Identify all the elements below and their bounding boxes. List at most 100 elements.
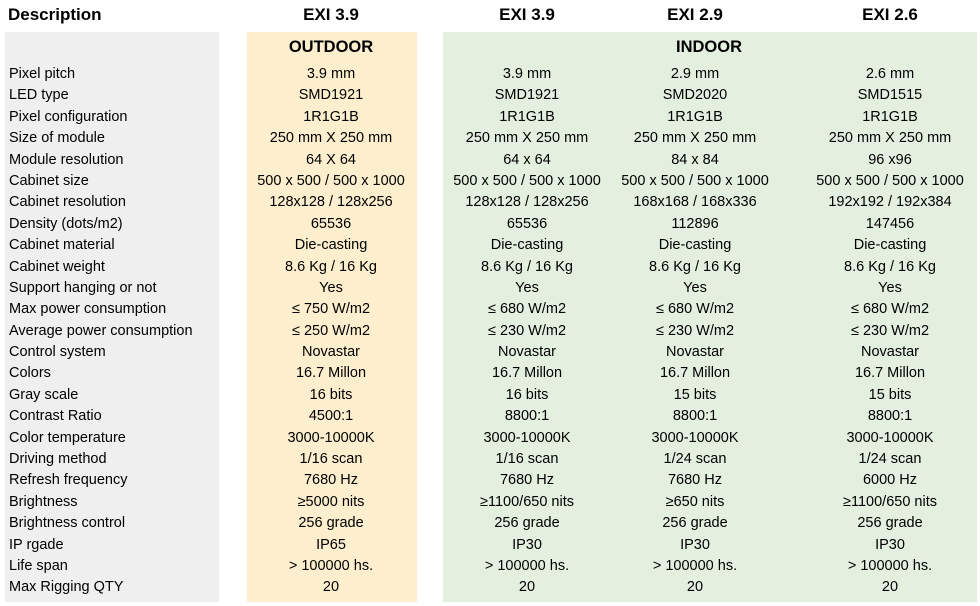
row-label: Support hanging or not: [9, 279, 157, 296]
row-label: IP rgade: [9, 536, 64, 553]
row-value: 128x128 / 128x256: [465, 194, 589, 211]
table-row-refresh-frequency: Refresh frequency 7680 Hz 7680 Hz 7680 Hz 60…: [0, 470, 980, 491]
table-row-colors: Colors 16.7 Millon 16.7 Millon 16.7 Millon 1…: [0, 363, 980, 384]
row-value: 16 bits: [505, 386, 549, 403]
row-value: ≥5000 nits: [297, 493, 365, 510]
row-value: 128x128 / 128x256: [269, 194, 393, 211]
spec-table: Pixel pitch 3.9 mm 3.9 mm 2.9 mm 2.6 mm LED t…: [0, 64, 980, 599]
row-label: Brightness: [9, 493, 78, 510]
table-row-life-span: Life span > 100000 hs. > 100000 hs. > 10000…: [0, 556, 980, 577]
row-value: ≤ 230 W/m2: [487, 322, 567, 339]
row-value: 20: [686, 579, 704, 596]
table-row-max-power-consumption: Max power consumption ≤ 750 W/m2 ≤ 680 W/m…: [0, 299, 980, 320]
row-value: 1R1G1B: [862, 108, 918, 125]
row-label: Size of module: [9, 130, 105, 147]
row-value: 3000-10000K: [483, 429, 571, 446]
table-row-control-system: Control system Novastar Novastar Novastar No…: [0, 342, 980, 363]
row-value: 3000-10000K: [651, 429, 739, 446]
row-value: Die-casting: [853, 237, 927, 254]
row-value: 7680 Hz: [499, 472, 555, 489]
row-value: SMD1921: [494, 87, 560, 104]
row-value: IP30: [512, 536, 542, 553]
row-value: Yes: [319, 279, 343, 296]
row-value: 256 grade: [298, 515, 364, 532]
row-value: 8800:1: [672, 408, 718, 425]
row-value: 147456: [865, 215, 915, 232]
table-row-max-rigging-qty: Max Rigging QTY 20 20 20 20: [0, 577, 980, 598]
row-label: Cabinet resolution: [9, 194, 126, 211]
column-header-indoor-exi-2-6: EXI 2.6: [862, 5, 918, 24]
row-value: 1/24 scan: [858, 451, 922, 468]
row-value: > 100000 hs.: [484, 557, 570, 574]
row-label: Cabinet material: [9, 237, 115, 254]
row-value: Die-casting: [294, 237, 368, 254]
row-value: ≥1100/650 nits: [480, 493, 574, 510]
table-row-gray-scale: Gray scale 16 bits 16 bits 15 bits 15 bits: [0, 385, 980, 406]
group-label-indoor: INDOOR: [676, 38, 742, 56]
row-label: Gray scale: [9, 386, 79, 403]
row-value: 250 mm X 250 mm: [828, 130, 952, 147]
row-value: 250 mm X 250 mm: [633, 130, 757, 147]
table-row-color-temperature: Color temperature 3000-10000K 3000-10000K 3…: [0, 428, 980, 449]
row-value: 65536: [506, 215, 548, 232]
row-label: Cabinet weight: [9, 258, 105, 275]
row-value: Novastar: [497, 344, 557, 361]
row-value: 250 mm X 250 mm: [269, 130, 393, 147]
row-value: 96 x96: [868, 151, 912, 168]
row-value: SMD2020: [662, 87, 728, 104]
row-value: ≥650 nits: [665, 493, 725, 510]
table-row-ip-rgade: IP rgade IP65 IP30 IP30 IP30: [0, 535, 980, 556]
row-value: 112896: [671, 215, 719, 232]
indoor-columns-background: [443, 32, 977, 602]
row-value: 3.9 mm: [502, 66, 552, 82]
row-value: 8.6 Kg / 16 Kg: [285, 258, 377, 275]
row-value: IP30: [875, 536, 905, 553]
row-label: Brightness control: [9, 515, 126, 532]
table-row-brightness: Brightness ≥5000 nits ≥1100/650 nits ≥650 n…: [0, 492, 980, 513]
row-value: 16.7 Millon: [491, 365, 563, 382]
row-value: 3000-10000K: [287, 429, 375, 446]
row-label: Average power consumption: [9, 322, 193, 339]
table-row-led-type: LED type SMD1921 SMD1921 SMD2020 SMD1515: [0, 85, 980, 106]
row-value: 15 bits: [673, 386, 717, 403]
row-value: Yes: [878, 279, 902, 296]
row-label: Max power consumption: [9, 301, 167, 318]
row-value: Novastar: [301, 344, 361, 361]
row-value: ≤ 680 W/m2: [655, 301, 735, 318]
table-row-cabinet-resolution: Cabinet resolution 128x128 / 128x256 128x1…: [0, 192, 980, 213]
row-label: Color temperature: [9, 429, 126, 446]
row-label: Contrast Ratio: [9, 408, 102, 425]
table-row-support-hanging-or-not: Support hanging or not Yes Yes Yes Yes: [0, 278, 980, 299]
row-value: 64 x 64: [503, 151, 551, 168]
row-value: 16.7 Millon: [854, 365, 926, 382]
row-value: 3.9 mm: [306, 66, 356, 82]
row-value: 65536: [310, 215, 352, 232]
row-value: 8.6 Kg / 16 Kg: [844, 258, 936, 275]
row-value: 192x192 / 192x384: [828, 194, 952, 211]
column-header-indoor-exi-2-9: EXI 2.9: [667, 5, 723, 24]
row-value: Die-casting: [658, 237, 732, 254]
row-value: 1R1G1B: [499, 108, 555, 125]
description-header: Description: [8, 5, 102, 24]
row-value: 500 x 500 / 500 x 1000: [257, 172, 405, 189]
row-value: 20: [518, 579, 536, 596]
row-value: 7680 Hz: [667, 472, 723, 489]
table-row-cabinet-size: Cabinet size 500 x 500 / 500 x 1000 500 x …: [0, 171, 980, 192]
table-header: Description EXI 3.9 EXI 3.9 EXI 2.9 EXI …: [0, 5, 980, 29]
row-value: ≤ 230 W/m2: [655, 322, 735, 339]
row-value: 7680 Hz: [303, 472, 359, 489]
row-value: 168x168 / 168x336: [633, 194, 757, 211]
row-value: 1/16 scan: [495, 451, 559, 468]
row-label: Density (dots/m2): [9, 215, 123, 232]
row-value: IP30: [680, 536, 710, 553]
row-value: 4500:1: [308, 408, 354, 425]
row-value: 1R1G1B: [303, 108, 359, 125]
row-value: Yes: [515, 279, 539, 296]
row-value: 8800:1: [504, 408, 550, 425]
row-label: Max Rigging QTY: [9, 579, 124, 596]
row-label: Module resolution: [9, 151, 124, 168]
row-value: 2.9 mm: [670, 66, 720, 82]
row-value: 20: [322, 579, 340, 596]
table-row-density-dots-m2: Density (dots/m2) 65536 65536 112896 147456: [0, 214, 980, 235]
row-value: Yes: [683, 279, 707, 296]
